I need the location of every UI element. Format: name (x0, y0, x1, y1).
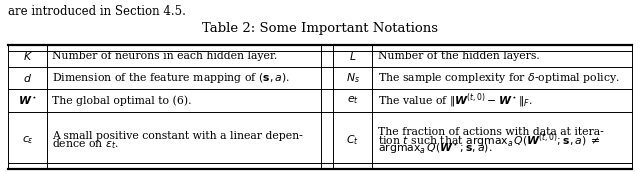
Text: The value of $\|\boldsymbol{W}^{(t,0)} - \boldsymbol{W}^\star\|_F$.: The value of $\|\boldsymbol{W}^{(t,0)} -… (378, 91, 532, 110)
Text: $d$: $d$ (23, 72, 32, 84)
Text: Number of the hidden layers.: Number of the hidden layers. (378, 51, 540, 61)
Text: $c_\varepsilon$: $c_\varepsilon$ (22, 135, 33, 146)
Text: $e_t$: $e_t$ (347, 94, 358, 106)
Text: $C_t$: $C_t$ (346, 134, 359, 147)
Text: Table 2: Some Important Notations: Table 2: Some Important Notations (202, 22, 438, 35)
Text: dence on $\varepsilon_t$.: dence on $\varepsilon_t$. (52, 138, 120, 152)
Text: Number of neurons in each hidden layer.: Number of neurons in each hidden layer. (52, 51, 278, 61)
Text: The fraction of actions with data at itera-: The fraction of actions with data at ite… (378, 127, 604, 137)
Text: $L$: $L$ (349, 50, 356, 62)
Text: A small positive constant with a linear depen-: A small positive constant with a linear … (52, 131, 303, 141)
Text: tion $t$ such that $\mathrm{argmax}_a\, Q(\boldsymbol{W}^{(t,0)};\mathbf{s},a) \: tion $t$ such that $\mathrm{argmax}_a\, … (378, 131, 600, 150)
Text: are introduced in Section 4.5.: are introduced in Section 4.5. (8, 5, 186, 18)
Text: $K$: $K$ (22, 50, 33, 62)
Text: $N_s$: $N_s$ (346, 71, 360, 85)
Text: $\boldsymbol{W}^\star$: $\boldsymbol{W}^\star$ (18, 94, 37, 107)
Text: The global optimal to (6).: The global optimal to (6). (52, 95, 192, 106)
Text: The sample complexity for $\delta$-optimal policy.: The sample complexity for $\delta$-optim… (378, 71, 620, 85)
Text: $\mathrm{argmax}_a\, Q(\boldsymbol{W}^\star;\mathbf{s},a)$.: $\mathrm{argmax}_a\, Q(\boldsymbol{W}^\s… (378, 142, 492, 156)
Text: Dimension of the feature mapping of $(\mathbf{s}, a)$.: Dimension of the feature mapping of $(\m… (52, 71, 291, 85)
